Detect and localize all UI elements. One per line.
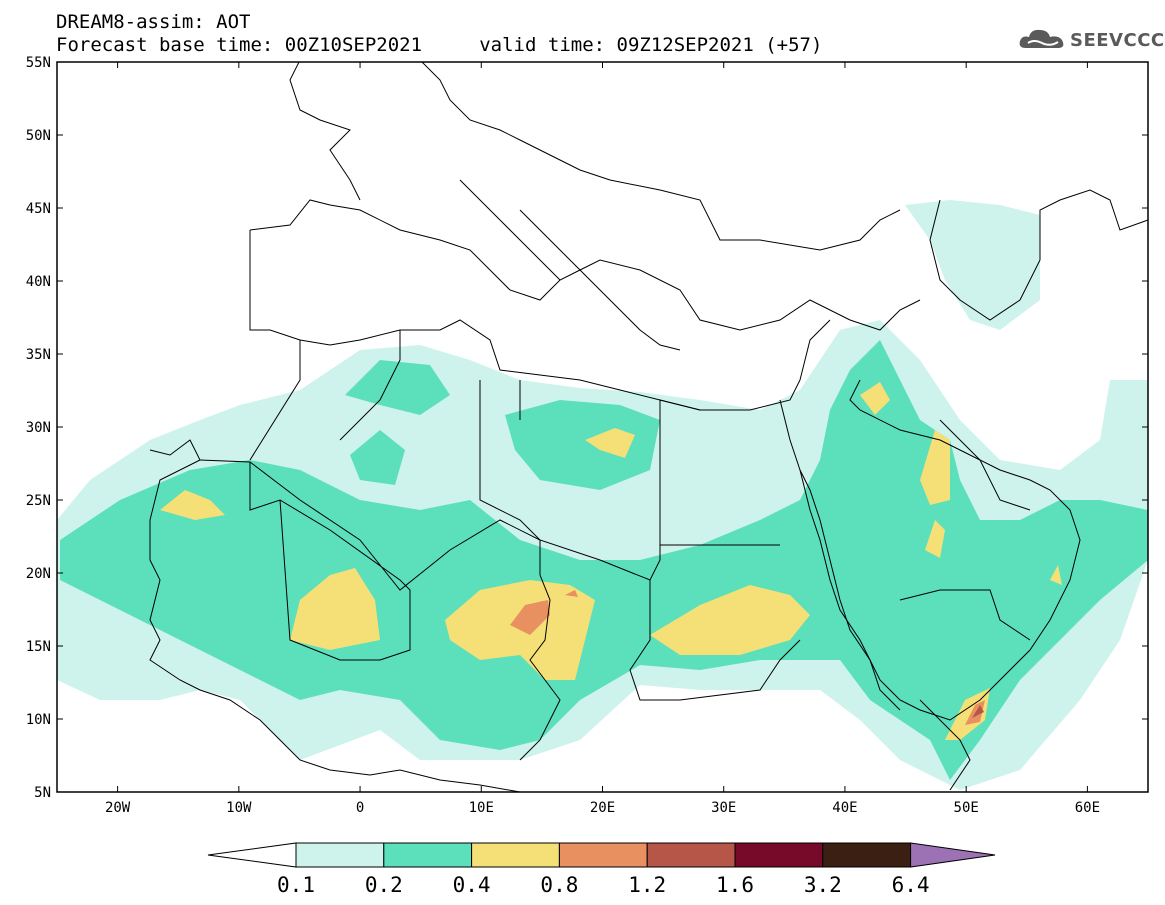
- legend-label: 0.2: [364, 873, 403, 897]
- legend-swatch: [471, 842, 560, 868]
- latitude-label: 5N: [34, 785, 51, 801]
- longitude-label: 20W: [105, 800, 131, 816]
- latitude-label: 20N: [26, 566, 51, 582]
- longitude-label: 10W: [226, 800, 252, 816]
- latitude-label: 10N: [26, 712, 51, 728]
- legend-label: 0.4: [452, 873, 491, 897]
- aot-level-1.2: [972, 705, 984, 718]
- legend-swatch: [734, 842, 824, 868]
- longitude-label: 60E: [1075, 800, 1100, 816]
- legend-label: 3.2: [803, 873, 842, 897]
- legend-swatch: [558, 842, 648, 868]
- latitude-label: 35N: [26, 347, 51, 363]
- legend-swatch: [822, 842, 912, 868]
- longitude-label: 40E: [832, 800, 857, 816]
- longitude-label: 50E: [954, 800, 979, 816]
- latitude-label: 40N: [26, 274, 51, 290]
- longitude-label: 20E: [590, 800, 615, 816]
- color-legend: [207, 842, 996, 868]
- latitude-label: 55N: [26, 55, 51, 71]
- longitude-label: 0: [356, 800, 364, 816]
- aot-level-0.8: [510, 600, 550, 635]
- coastlines-borders: [149, 62, 1148, 792]
- legend-swatch: [646, 842, 736, 868]
- logo-text: SEEVCCC: [1070, 30, 1165, 51]
- aot-level-0.2: [60, 340, 1148, 780]
- cloud-icon: [1019, 29, 1064, 48]
- latitude-label: 45N: [26, 201, 51, 217]
- forecast-times: Forecast base time: 00Z10SEP2021 valid t…: [56, 34, 823, 56]
- legend-label: 1.6: [716, 873, 754, 897]
- legend-swatch-below: [207, 842, 297, 868]
- map-frame: [56, 61, 1149, 793]
- latitude-labels: 55N 50N 45N 40N 35N 30N 25N 20N 15N 10N 5N: [26, 55, 51, 801]
- aot-shading: [57, 200, 1148, 790]
- latitude-label: 15N: [26, 639, 51, 655]
- longitude-label: 10E: [469, 800, 494, 816]
- legend-labels: 0.1 0.2 0.4 0.8 1.2 1.6 3.2 6.4: [0, 873, 1165, 899]
- longitude-labels: 20W 10W 0 10E 20E 30E 40E 50E 60E: [105, 800, 1100, 816]
- legend-label: 0.8: [540, 873, 579, 897]
- legend-swatch-above: [910, 842, 996, 868]
- map-title: DREAM8-assim: AOT: [56, 11, 251, 33]
- legend-swatch: [295, 842, 385, 868]
- aot-level-0.4: [290, 568, 380, 650]
- legend-label: 1.2: [628, 873, 667, 897]
- legend-label: 0.1: [277, 873, 315, 897]
- latitude-label: 25N: [26, 493, 51, 509]
- latitude-label: 30N: [26, 420, 51, 436]
- longitude-label: 30E: [711, 800, 736, 816]
- latitude-label: 50N: [26, 128, 51, 144]
- legend-swatch: [383, 842, 473, 868]
- legend-label: 6.4: [891, 873, 930, 897]
